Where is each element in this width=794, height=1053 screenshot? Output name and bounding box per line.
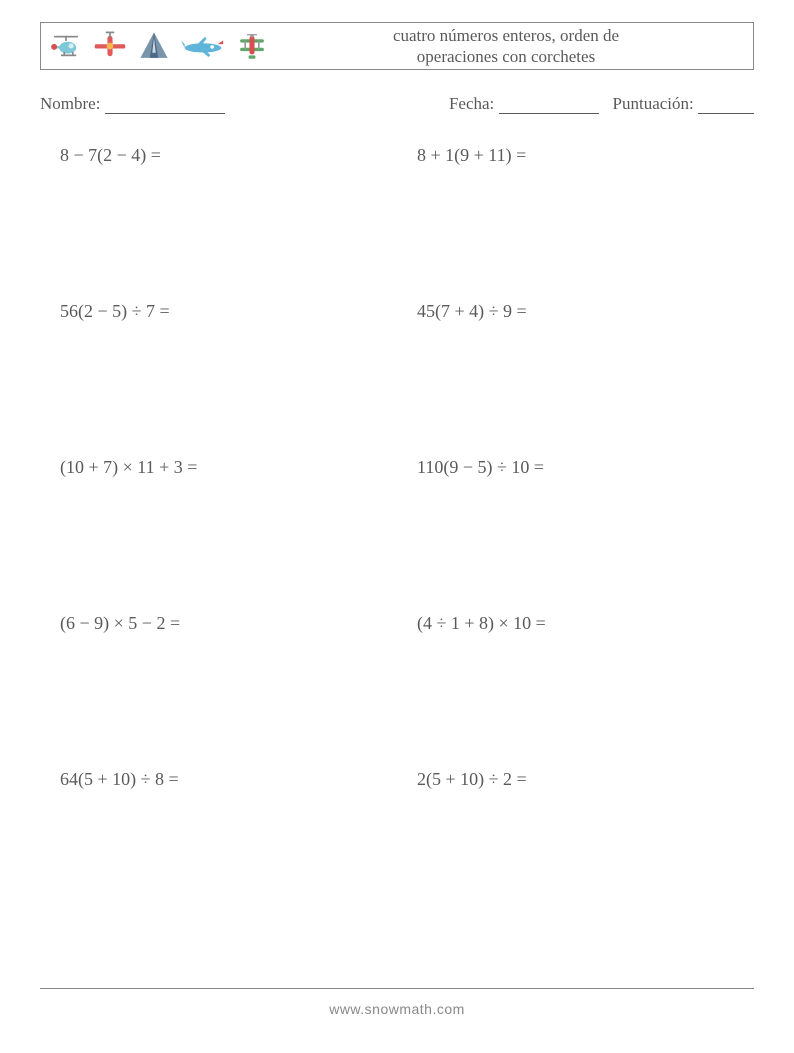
footer-divider [40,988,754,989]
score-field: Puntuación: [613,94,754,114]
title-line-1: cuatro números enteros, orden de [269,25,743,46]
name-blank [105,96,225,114]
title-line-2: operaciones con corchetes [269,46,743,67]
worksheet-title: cuatro números enteros, orden de operaci… [269,25,753,68]
problem-2: 8 + 1(9 + 11) = [417,145,734,166]
info-row: Nombre: Fecha: Puntuación: [40,94,754,114]
problems-grid: 8 − 7(2 − 4) = 8 + 1(9 + 11) = 56(2 − 5)… [60,145,734,790]
header-icons [41,29,269,63]
worksheet-page: cuatro números enteros, orden de operaci… [0,0,794,1053]
problem-8: (4 ÷ 1 + 8) × 10 = [417,613,734,634]
score-label: Puntuación: [613,94,694,113]
problem-5: (10 + 7) × 11 + 3 = [60,457,377,478]
header-box: cuatro números enteros, orden de operaci… [40,22,754,70]
score-blank [698,96,754,114]
propeller-plane-icon [93,29,127,63]
name-field: Nombre: [40,94,449,114]
footer-url: www.snowmath.com [0,1001,794,1017]
problem-7: (6 − 9) × 5 − 2 = [60,613,377,634]
date-field: Fecha: [449,94,599,114]
problem-10: 2(5 + 10) ÷ 2 = [417,769,734,790]
problem-9: 64(5 + 10) ÷ 8 = [60,769,377,790]
helicopter-icon [49,29,83,63]
jet-plane-icon [181,31,225,61]
problem-4: 45(7 + 4) ÷ 9 = [417,301,734,322]
name-label: Nombre: [40,94,100,113]
biplane-icon [235,29,269,63]
problem-3: 56(2 − 5) ÷ 7 = [60,301,377,322]
problem-1: 8 − 7(2 − 4) = [60,145,377,166]
problem-6: 110(9 − 5) ÷ 10 = [417,457,734,478]
date-blank [499,96,599,114]
stealth-jet-icon [137,29,171,63]
date-label: Fecha: [449,94,494,113]
